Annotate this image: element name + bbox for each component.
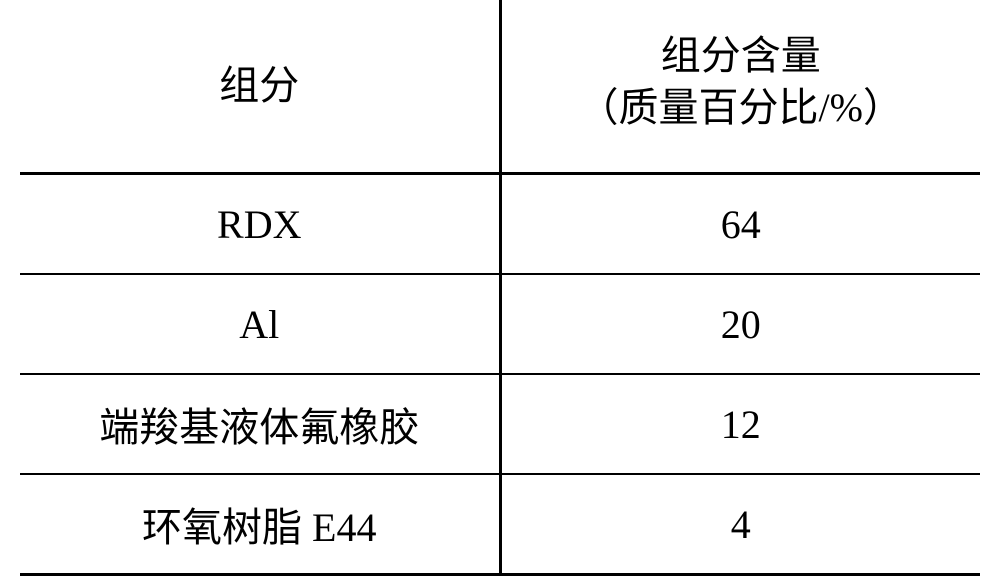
table-row: RDX 64	[20, 174, 980, 275]
header-component: 组分	[20, 0, 500, 174]
cell-value: 12	[500, 374, 980, 474]
cell-component: 环氧树脂 E44	[20, 474, 500, 575]
cell-value: 4	[500, 474, 980, 575]
table-header-row: 组分 组分含量 （质量百分比/%）	[20, 0, 980, 174]
table-row: 环氧树脂 E44 4	[20, 474, 980, 575]
cell-component: RDX	[20, 174, 500, 275]
table-row: 端羧基液体氟橡胶 12	[20, 374, 980, 474]
header-component-label: 组分	[219, 63, 299, 108]
composition-table-container: 组分 组分含量 （质量百分比/%） RDX 64 Al 20 端羧基液	[20, 0, 980, 576]
header-content-line1: 组分含量	[508, 30, 975, 82]
table-row: Al 20	[20, 274, 980, 374]
header-content-line2: （质量百分比/%）	[508, 82, 975, 134]
composition-table: 组分 组分含量 （质量百分比/%） RDX 64 Al 20 端羧基液	[20, 0, 980, 576]
header-content: 组分含量 （质量百分比/%）	[500, 0, 980, 174]
cell-component: Al	[20, 274, 500, 374]
cell-component: 端羧基液体氟橡胶	[20, 374, 500, 474]
cell-value: 20	[500, 274, 980, 374]
cell-value: 64	[500, 174, 980, 275]
